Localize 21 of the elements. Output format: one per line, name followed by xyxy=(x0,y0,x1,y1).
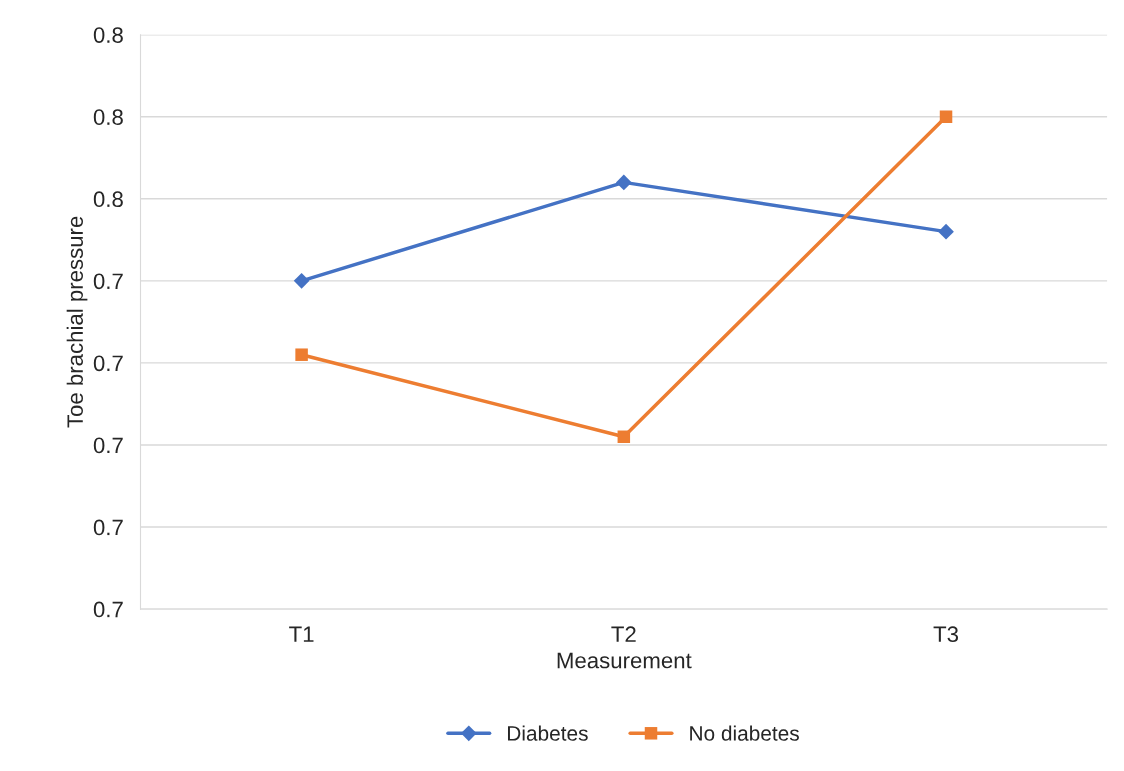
point xyxy=(293,273,310,289)
point xyxy=(615,174,632,191)
x-tick-label: T3 xyxy=(933,626,959,643)
legend-label: No diabetes xyxy=(690,725,799,741)
x-tick-label: T1 xyxy=(289,626,314,642)
y-axis-title: Toe brachial pressure xyxy=(66,216,88,428)
x-tick-label: T2 xyxy=(611,626,636,642)
legend-label: Diabetes xyxy=(508,725,588,741)
y-tick-label: 0.7 xyxy=(93,601,123,618)
y-tick-label: 0.8 xyxy=(93,27,123,43)
y-tick-label: 0.8 xyxy=(93,109,123,126)
point xyxy=(295,348,308,361)
y-tick-label: 0.7 xyxy=(93,519,123,536)
point xyxy=(617,430,631,444)
y-tick-label: 0.7 xyxy=(93,355,123,372)
x-axis-title: Measurement xyxy=(557,652,692,669)
point xyxy=(938,223,954,240)
y-tick-label: 0.8 xyxy=(93,191,123,208)
y-tick-label: 0.7 xyxy=(93,437,123,454)
point xyxy=(939,110,953,123)
y-tick-label: 0.7 xyxy=(93,273,123,290)
